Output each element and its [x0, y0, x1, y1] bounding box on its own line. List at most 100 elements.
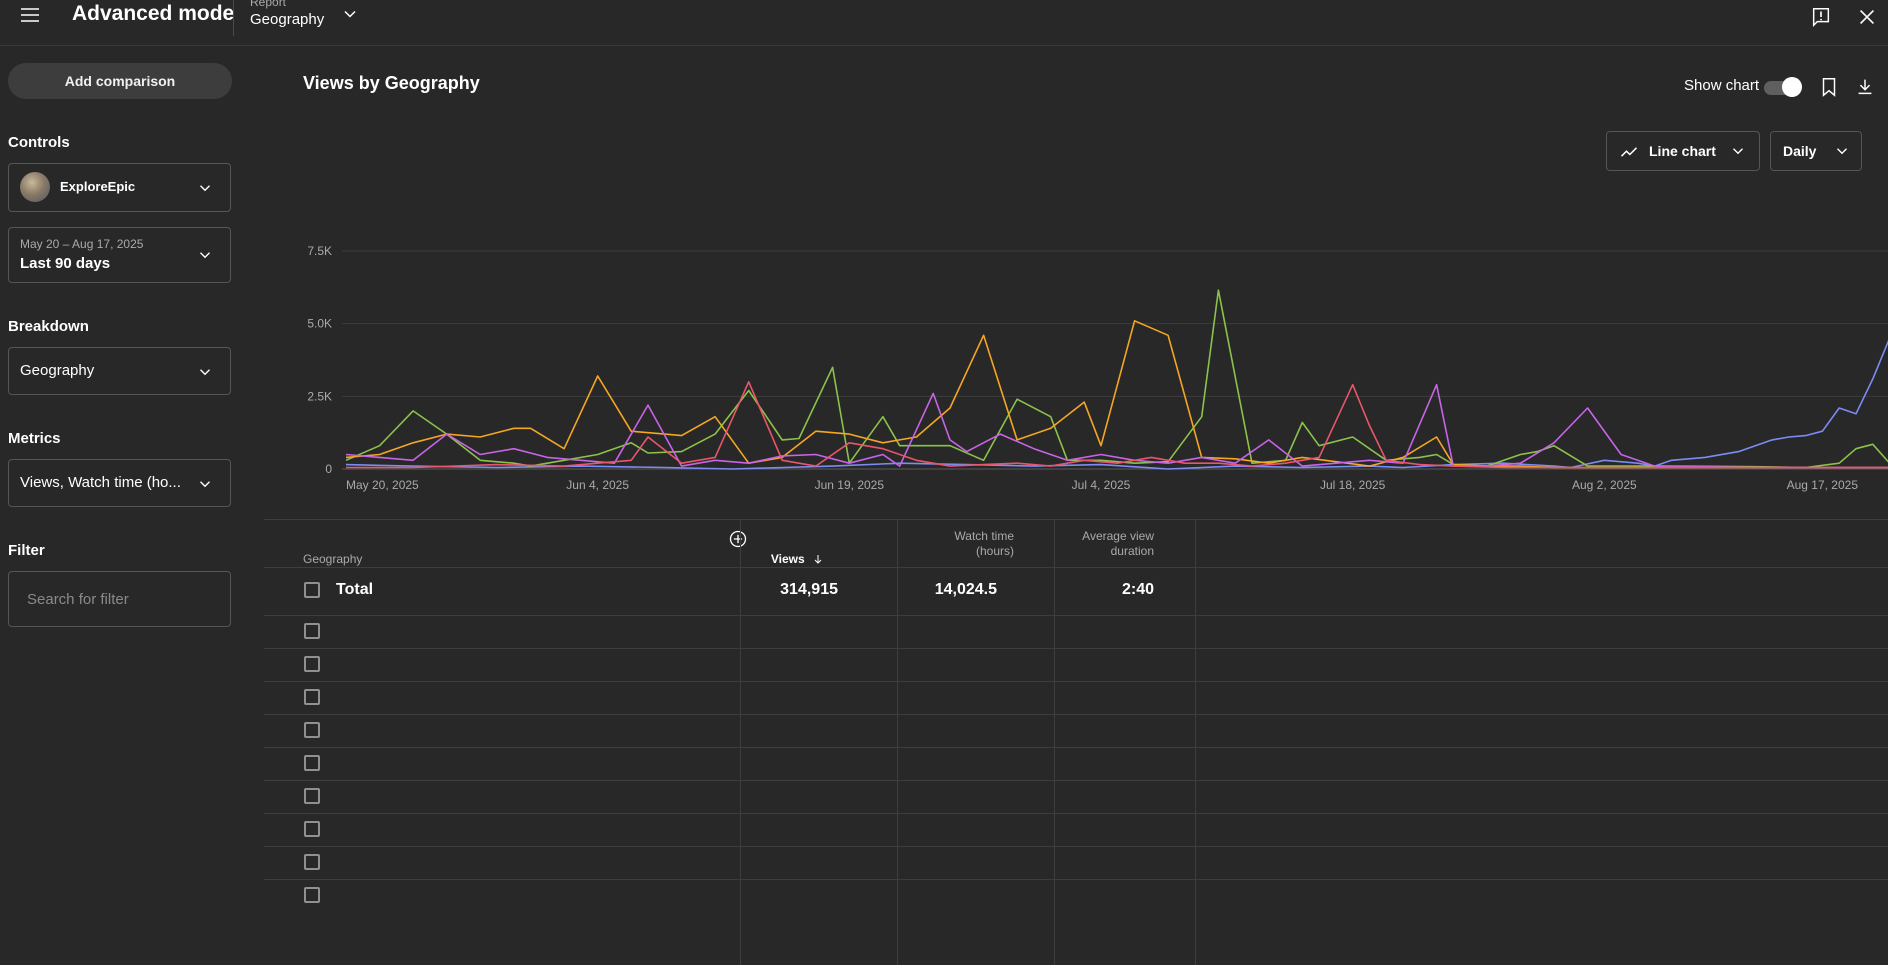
show-chart-label: Show chart — [1684, 77, 1760, 94]
x-tick-label: May 20, 2025 — [346, 478, 419, 492]
channel-selector[interactable]: ExploreEpic — [8, 163, 231, 212]
top-bar: Advanced mode Report Geography — [0, 0, 1888, 46]
controls-title: Controls — [8, 134, 70, 151]
breakdown-selector[interactable]: Geography — [8, 347, 231, 395]
chevron-down-icon — [1837, 148, 1847, 155]
close-icon[interactable] — [1856, 6, 1878, 28]
y-tick-label: 2.5K — [307, 389, 332, 403]
series-line-singapore[interactable] — [345, 308, 1888, 470]
table-row — [264, 648, 1888, 681]
series-color-bar — [264, 648, 269, 681]
y-tick-label: 5.0K — [307, 317, 332, 331]
total-avg-duration: 2:40 — [1121, 581, 1154, 598]
report-selector[interactable]: Report Geography — [250, 0, 324, 28]
chevron-down-icon[interactable] — [340, 4, 360, 24]
total-label: Total — [336, 581, 374, 598]
metrics-title: Metrics — [8, 430, 61, 447]
row-checkbox[interactable] — [304, 689, 320, 705]
chevron-down-icon — [1733, 148, 1743, 155]
date-range-selector[interactable]: May 20 – Aug 17, 2025 Last 90 days — [8, 227, 231, 283]
show-chart-toggle[interactable] — [1764, 77, 1802, 97]
y-tick-label: 7.5K — [307, 244, 332, 258]
row-divider — [264, 681, 1888, 682]
row-divider — [264, 747, 1888, 748]
table-row — [264, 813, 1888, 846]
views-header[interactable]: Views — [734, 552, 824, 567]
breakdown-title: Breakdown — [8, 318, 89, 335]
row-divider — [264, 879, 1888, 880]
table-row — [264, 714, 1888, 747]
chevron-down-icon — [200, 252, 210, 259]
add-column-icon[interactable] — [728, 529, 748, 549]
series-color-bar — [264, 615, 269, 648]
table-row — [264, 615, 1888, 648]
total-checkbox[interactable] — [304, 582, 320, 598]
row-checkbox[interactable] — [304, 623, 320, 639]
row-checkbox[interactable] — [304, 788, 320, 804]
column-divider — [1054, 519, 1055, 965]
total-views: 314,915 — [780, 581, 838, 598]
series-color-bar — [264, 714, 269, 747]
bookmark-icon[interactable] — [1818, 76, 1840, 98]
series-line-india[interactable] — [346, 381, 1888, 469]
column-divider — [1195, 519, 1196, 965]
table-row — [264, 681, 1888, 714]
line-chart-icon — [1620, 147, 1638, 157]
chart-type-dropdown[interactable]: Line chart — [1606, 131, 1760, 171]
table-row — [264, 747, 1888, 780]
hamburger-menu-icon[interactable] — [18, 3, 42, 27]
row-checkbox[interactable] — [304, 854, 320, 870]
avg-duration-header-line2: duration — [1110, 544, 1154, 558]
title-divider — [233, 0, 234, 36]
row-divider — [264, 714, 1888, 715]
avg-duration-header-line1: Average view — [1082, 529, 1154, 543]
watch-time-header-line2: (hours) — [975, 544, 1014, 558]
x-tick-label: Jul 4, 2025 — [1072, 478, 1131, 492]
line-chart: 0 2.5K 5.0K 7.5K May 20, 2025 Jun 4, 2025 Jun … — [307, 244, 1888, 492]
x-tick-label: Aug 2, 2025 — [1572, 478, 1637, 492]
table-row — [264, 879, 1888, 912]
filter-search-input[interactable] — [8, 571, 231, 627]
row-checkbox[interactable] — [304, 656, 320, 672]
geography-header[interactable]: Geography — [303, 552, 363, 566]
series-line-philippines[interactable] — [345, 320, 1888, 469]
row-divider — [264, 846, 1888, 847]
avatar — [20, 172, 50, 202]
filter-title: Filter — [8, 542, 45, 559]
chart-title: Views by Geography — [303, 73, 480, 93]
series-line-united-states[interactable] — [345, 289, 1888, 469]
row-divider — [264, 615, 1888, 616]
row-divider — [264, 780, 1888, 781]
feedback-icon[interactable] — [1810, 6, 1832, 28]
breakdown-value: Geography — [20, 362, 95, 379]
avg-duration-header[interactable]: Average view duration — [1044, 529, 1154, 559]
views-header-label: Views — [770, 552, 805, 566]
row-checkbox[interactable] — [304, 755, 320, 771]
download-icon[interactable] — [1854, 76, 1876, 98]
x-tick-label: Jun 4, 2025 — [566, 478, 629, 492]
metrics-value: Views, Watch time (ho... — [20, 474, 181, 491]
report-label: Report — [250, 0, 287, 9]
metrics-selector[interactable]: Views, Watch time (ho... — [8, 459, 231, 507]
row-checkbox[interactable] — [304, 887, 320, 903]
series-line-canada[interactable] — [345, 383, 1888, 469]
table-divider — [264, 567, 1888, 568]
row-checkbox[interactable] — [304, 722, 320, 738]
add-comparison-button[interactable]: Add comparison — [8, 63, 232, 99]
watch-time-header-line1: Watch time — [954, 529, 1014, 543]
date-range-label: Last 90 days — [20, 255, 111, 272]
toggle-knob — [1782, 77, 1802, 97]
table-row — [264, 846, 1888, 879]
row-divider — [264, 813, 1888, 814]
channel-name: ExploreEpic — [60, 179, 136, 194]
table-total-row: Total 314,915 14,024.5 2:40 — [264, 567, 1888, 614]
column-divider — [740, 519, 741, 965]
row-checkbox[interactable] — [304, 821, 320, 837]
main-content: Views by Geography Show chart Line chart… — [264, 46, 1888, 965]
interval-dropdown[interactable]: Daily — [1770, 131, 1862, 171]
series-color-bar — [264, 681, 269, 714]
watch-time-header[interactable]: Watch time (hours) — [884, 529, 1014, 559]
arrow-down-icon — [814, 555, 822, 564]
y-tick-label: 0 — [325, 462, 332, 476]
x-tick-label: Jul 18, 2025 — [1320, 478, 1386, 492]
